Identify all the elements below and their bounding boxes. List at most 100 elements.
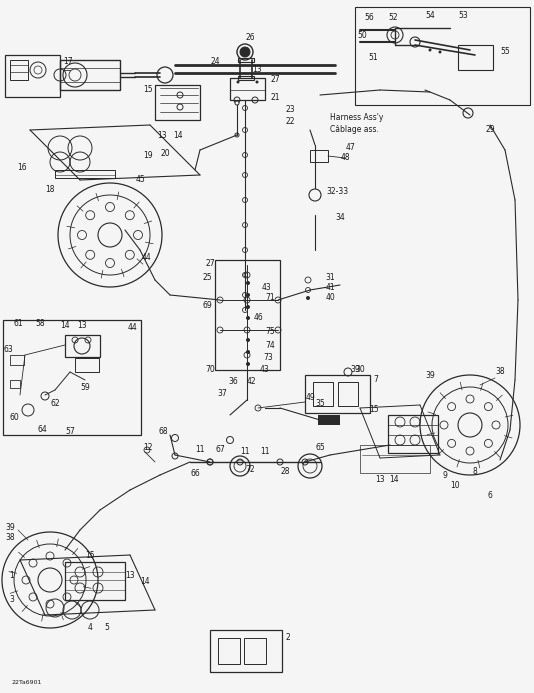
Bar [458, 45, 493, 70]
Text: 67: 67 [215, 446, 225, 455]
Bar [210, 630, 282, 672]
Circle shape [247, 306, 249, 308]
Circle shape [255, 80, 258, 83]
Text: 14: 14 [173, 130, 183, 139]
Text: 39: 39 [5, 523, 15, 532]
Text: 7: 7 [374, 376, 379, 385]
Text: 70: 70 [205, 365, 215, 374]
Text: 30: 30 [355, 365, 365, 374]
Text: 38: 38 [5, 534, 15, 543]
Text: 66: 66 [190, 469, 200, 478]
Circle shape [247, 317, 249, 319]
Circle shape [247, 294, 249, 297]
Text: 57: 57 [65, 428, 75, 437]
Text: 63: 63 [3, 346, 13, 355]
Text: 6: 6 [488, 491, 492, 500]
Text: 22: 22 [285, 118, 295, 127]
Text: 36: 36 [228, 378, 238, 387]
Text: 69: 69 [202, 301, 212, 310]
Text: 2: 2 [286, 633, 290, 642]
Text: 9: 9 [443, 471, 447, 480]
Text: Harness Ass'y: Harness Ass'y [330, 114, 383, 123]
Text: 35: 35 [315, 398, 325, 407]
Text: 13: 13 [252, 66, 262, 75]
Text: 5: 5 [105, 624, 109, 633]
Text: 32-33: 32-33 [326, 188, 348, 197]
Text: 62: 62 [50, 398, 60, 407]
Text: 58: 58 [35, 319, 45, 328]
Text: 21: 21 [270, 94, 280, 103]
Text: 65: 65 [315, 444, 325, 453]
Text: 45: 45 [135, 175, 145, 184]
Text: 50: 50 [357, 31, 367, 40]
Bar [10, 60, 28, 80]
Text: 39: 39 [425, 371, 435, 380]
Text: 14: 14 [389, 475, 399, 484]
Bar [218, 638, 240, 664]
Text: 47: 47 [345, 143, 355, 152]
Text: 23: 23 [285, 105, 295, 114]
Bar [238, 76, 254, 80]
Text: 64: 64 [37, 426, 47, 435]
Text: 41: 41 [325, 283, 335, 292]
Text: Câblage ass.: Câblage ass. [330, 125, 379, 134]
Text: 17: 17 [63, 58, 73, 67]
Text: 72: 72 [245, 466, 255, 475]
Circle shape [247, 281, 249, 285]
Bar [155, 85, 200, 120]
Text: 54: 54 [425, 12, 435, 21]
Text: 15: 15 [143, 85, 153, 94]
Text: 38: 38 [495, 367, 505, 376]
Circle shape [237, 80, 240, 83]
Bar [305, 375, 370, 413]
Text: 56: 56 [364, 12, 374, 21]
Circle shape [306, 296, 310, 300]
Circle shape [247, 362, 249, 365]
Text: 31: 31 [325, 274, 335, 283]
Text: 13: 13 [375, 475, 385, 484]
Text: 22Ta6901: 22Ta6901 [12, 680, 42, 685]
Text: 29: 29 [485, 125, 495, 134]
Text: 25: 25 [202, 274, 212, 283]
Bar [65, 335, 100, 357]
Text: 20: 20 [160, 148, 170, 157]
Bar [55, 170, 115, 178]
Circle shape [235, 101, 239, 105]
Bar [238, 58, 254, 62]
Text: 55: 55 [500, 48, 510, 57]
Circle shape [428, 49, 431, 51]
Bar [355, 7, 530, 105]
Text: 43: 43 [262, 283, 272, 292]
Text: 27: 27 [270, 76, 280, 85]
Text: 39: 39 [350, 365, 360, 374]
Bar [310, 150, 328, 162]
Circle shape [438, 51, 442, 53]
Text: 3: 3 [10, 595, 14, 604]
Text: 37: 37 [217, 389, 227, 398]
Bar [215, 260, 280, 370]
Text: 61: 61 [13, 319, 23, 328]
Bar [360, 445, 430, 473]
Circle shape [247, 338, 249, 342]
Text: 4: 4 [88, 624, 92, 633]
Text: 26: 26 [245, 33, 255, 42]
Text: 13: 13 [77, 320, 87, 329]
Text: 75: 75 [265, 328, 275, 337]
Text: 71: 71 [265, 294, 275, 303]
Text: 40: 40 [325, 292, 335, 301]
Text: 14: 14 [140, 577, 150, 586]
Circle shape [247, 351, 249, 353]
Bar [75, 358, 99, 372]
Text: 28: 28 [280, 468, 290, 477]
Text: 15: 15 [85, 552, 95, 561]
Text: 42: 42 [246, 378, 256, 387]
Bar [5, 55, 60, 97]
Bar [338, 382, 358, 406]
Text: 60: 60 [9, 414, 19, 423]
Text: 13: 13 [125, 570, 135, 579]
Text: 19: 19 [143, 150, 153, 159]
Text: 24: 24 [210, 58, 220, 67]
Text: 8: 8 [473, 468, 477, 477]
Circle shape [240, 47, 250, 57]
Text: 53: 53 [458, 12, 468, 21]
